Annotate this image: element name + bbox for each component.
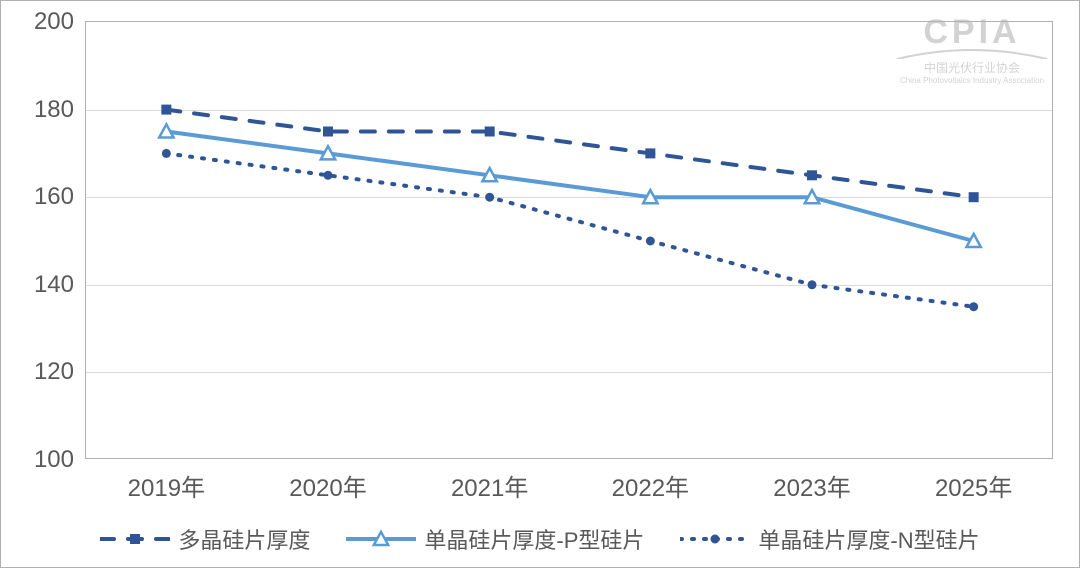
x-axis-tick: 2020年 [289, 468, 366, 503]
series-marker [969, 302, 978, 311]
y-axis-tick: 120 [34, 358, 74, 386]
series-marker [323, 127, 333, 137]
series-marker [645, 148, 655, 158]
legend-label: 多晶硅片厚度 [178, 523, 310, 555]
y-axis-tick: 100 [34, 446, 74, 474]
series-marker [161, 105, 171, 115]
series-marker [485, 127, 495, 137]
legend-item: 单晶硅片厚度-N型硅片 [680, 523, 979, 555]
series-line [166, 153, 973, 306]
chart-container: CPIA 中国光伏行业协会 China Photovoltaics Indust… [0, 0, 1080, 568]
legend-label: 单晶硅片厚度-P型硅片 [424, 523, 644, 555]
y-axis-tick: 200 [34, 8, 74, 36]
y-axis-tick: 140 [34, 271, 74, 299]
series-marker [162, 149, 171, 158]
y-axis-tick: 160 [34, 183, 74, 211]
series-marker [808, 280, 817, 289]
series-line [166, 132, 973, 242]
x-axis-tick: 2021年 [451, 468, 528, 503]
series-marker [324, 171, 333, 180]
plot-area: 1001201401601802002019年2020年2021年2022年20… [85, 21, 1053, 459]
legend-swatch [100, 529, 170, 549]
x-axis-tick: 2019年 [128, 468, 205, 503]
legend: 多晶硅片厚度 单晶硅片厚度-P型硅片 单晶硅片厚度-N型硅片 [1, 523, 1079, 555]
legend-swatch [680, 529, 750, 549]
legend-label: 单晶硅片厚度-N型硅片 [758, 523, 979, 555]
series-marker [485, 193, 494, 202]
legend-item: 多晶硅片厚度 [100, 523, 310, 555]
legend-item: 单晶硅片厚度-P型硅片 [346, 523, 644, 555]
x-axis-tick: 2023年 [773, 468, 850, 503]
series-marker [807, 170, 817, 180]
legend-swatch [346, 529, 416, 549]
series-layer [86, 22, 1054, 460]
series-marker [969, 192, 979, 202]
y-axis-tick: 180 [34, 96, 74, 124]
x-axis-tick: 2025年 [935, 468, 1012, 503]
series-line [166, 110, 973, 198]
x-axis-tick: 2022年 [612, 468, 689, 503]
series-marker [646, 237, 655, 246]
